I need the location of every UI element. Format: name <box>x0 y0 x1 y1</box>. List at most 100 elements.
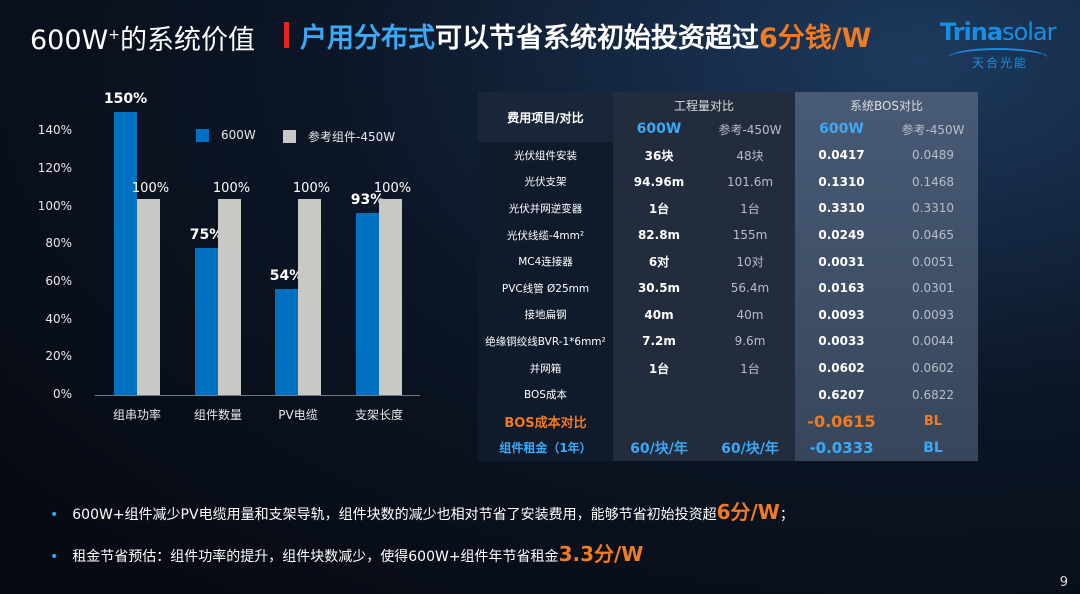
cell: 60/块/年 <box>721 440 779 457</box>
header-item: 费用项目/对比 <box>507 110 584 125</box>
cell: 0.0602 <box>818 361 865 376</box>
bar-450w-2 <box>298 199 321 395</box>
cell: 9.6m <box>734 334 766 349</box>
y-tick: 80% <box>45 236 72 251</box>
data-label: 75% <box>189 227 224 243</box>
cell: 56.4m <box>730 281 770 296</box>
cell: 0.3310 <box>818 201 865 216</box>
row-label: BOS成本对比 <box>504 415 587 431</box>
row-label: PVC线管 Ø25mm <box>501 282 590 295</box>
y-tick: 60% <box>45 273 72 288</box>
data-label: 100% <box>292 181 331 196</box>
subheader: 600W <box>636 121 682 138</box>
y-tick: 20% <box>45 349 72 364</box>
cell: 0.0301 <box>912 281 954 296</box>
cell: 0.0489 <box>912 148 954 163</box>
data-label: 100% <box>131 181 170 196</box>
cell: 36块 <box>644 148 674 163</box>
legend-label: 600W <box>221 128 256 142</box>
cell: 101.6m <box>726 174 774 189</box>
cell: 0.0465 <box>912 228 954 243</box>
data-label: 93% <box>350 191 385 208</box>
row-label: 光伏并网逆变器 <box>508 202 583 215</box>
cell: 30.5m <box>637 281 681 296</box>
row-label: 并网箱 <box>529 362 562 375</box>
cell: 40m <box>736 307 764 322</box>
row-label: BOS成本 <box>524 389 567 402</box>
trina-solar-logo: Trinasolar 天合光能 <box>940 18 1057 70</box>
cell: 40m <box>644 307 674 322</box>
cell: 0.0093 <box>818 307 865 322</box>
table-row: 组件租金（1年） 60/块/年 60/块/年 -0.0333 BL <box>478 435 978 462</box>
cell: 0.0031 <box>818 254 865 269</box>
bar-450w-0 <box>137 199 160 395</box>
cell: BL <box>923 413 943 429</box>
table-row: PVC线管 Ø25mm 30.5m 56.4m 0.0163 0.0301 <box>478 275 978 302</box>
bar-450w-3 <box>379 199 402 395</box>
cell: -0.0333 <box>809 438 874 457</box>
cell: 6对 <box>648 255 670 270</box>
cell: 0.6207 <box>818 387 865 402</box>
x-category: 组件数量 <box>193 408 242 422</box>
cost-comparison-table: 费用项目/对比 工程量对比 系统BOS对比 600W 参考-450W 600W … <box>478 92 978 461</box>
x-category: 支架长度 <box>354 408 403 422</box>
table-row: 光伏支架 94.96m 101.6m 0.1310 0.1468 <box>478 169 978 196</box>
cell: 0.0093 <box>912 307 954 322</box>
cell: 0.1468 <box>912 174 954 189</box>
cell: 0.0417 <box>818 148 865 163</box>
cell: 0.0249 <box>818 228 865 243</box>
cell: BL <box>923 439 943 456</box>
cell: 0.0044 <box>912 334 954 349</box>
legend-item: 600W <box>196 128 256 142</box>
x-category: PV电缆 <box>278 408 318 422</box>
legend-item: 参考组件-450W <box>283 128 395 145</box>
bar-chart: 0% 20% 40% 60% 80% 100% 120% 140% 150% 100% 组串功率 75… <box>0 80 440 440</box>
row-label: 光伏支架 <box>524 176 567 189</box>
table-row: BOS成本对比 -0.0615 BL <box>478 408 978 435</box>
table-row: BOS成本 0.6207 0.6822 <box>478 381 978 408</box>
page-number: 9 <box>1059 575 1068 590</box>
row-label: MC4连接器 <box>518 256 573 269</box>
cell: 7.2m <box>642 334 676 349</box>
bar-600w-0 <box>114 111 137 395</box>
data-label: 150% <box>103 90 148 107</box>
cell: 0.0051 <box>912 254 954 269</box>
table-row: 绝缘铜绞线BVR-1*6mm² 7.2m 9.6m 0.0033 0.0044 <box>478 328 978 355</box>
row-label: 光伏组件安装 <box>514 149 577 162</box>
cell: 60/块/年 <box>630 440 688 457</box>
legend-swatch <box>196 128 209 142</box>
y-tick: 100% <box>37 198 72 213</box>
y-tick: 140% <box>37 123 72 138</box>
cell: 94.96m <box>633 174 685 189</box>
cell: 1台 <box>648 361 670 376</box>
bar-450w-1 <box>218 199 241 395</box>
cell: 1台 <box>740 361 760 376</box>
bar-600w-3 <box>356 212 379 395</box>
y-tick: 0% <box>52 387 72 401</box>
row-label: 光伏线缆-4mm² <box>506 229 585 242</box>
table-row: MC4连接器 6对 10对 0.0031 0.0051 <box>478 248 978 275</box>
table-row: 光伏线缆-4mm² 82.8m 155m 0.0249 0.0465 <box>478 222 978 249</box>
data-label: 100% <box>373 181 412 196</box>
bar-600w-1 <box>195 248 218 395</box>
cell: 155m <box>732 228 768 243</box>
y-tick: 40% <box>45 311 72 326</box>
cell: 0.1310 <box>818 174 865 189</box>
data-label: 54% <box>269 268 304 285</box>
table-row: 接地扁钢 40m 40m 0.0093 0.0093 <box>478 302 978 329</box>
header-group-quantity: 工程量对比 <box>673 99 734 113</box>
table-row: 并网箱 1台 1台 0.0602 0.0602 <box>478 355 978 382</box>
title-divider <box>284 22 289 48</box>
cell: 1台 <box>648 201 670 216</box>
y-tick: 120% <box>37 160 72 175</box>
legend-swatch <box>283 130 296 143</box>
bullet-2: • 租金节省预估：组件功率的提升，组件块数减少，使得600W+组件年节省租金3.3… <box>50 542 644 566</box>
bullet-1: • 600W+组件减少PV电缆用量和支架导轨，组件块数的减少也相对节省了安装费用，… <box>50 500 794 524</box>
bar-600w-2 <box>275 289 298 395</box>
table-row: 光伏组件安装 36块 48块 0.0417 0.0489 <box>478 142 978 169</box>
data-label: 100% <box>212 181 251 196</box>
slide-subtitle: 600W+的系统价值 <box>30 25 255 56</box>
cell: 0.0033 <box>818 334 865 349</box>
slide-title: 户用分布式可以节省系统初始投资超过6分钱/W <box>300 23 872 54</box>
cell: -0.0615 <box>807 411 876 431</box>
